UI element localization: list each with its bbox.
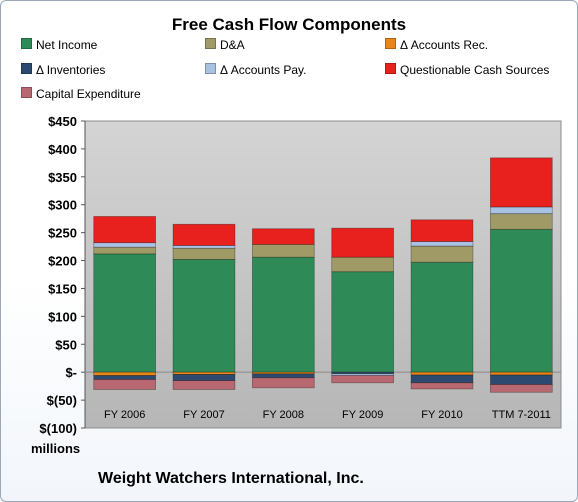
y-tick-label: $350: [48, 170, 77, 185]
bar-segment: [410, 219, 474, 242]
bar-segment: [172, 247, 236, 260]
legend-label: Net Income: [36, 38, 98, 52]
bar-segment: [410, 261, 474, 373]
bar-segment: [251, 256, 315, 373]
legend-label: Questionable Cash Sources: [400, 63, 550, 77]
bar-segment: [331, 375, 395, 384]
legend-label: Δ Accounts Pay.: [220, 63, 307, 77]
bar-segment: [172, 374, 236, 381]
bar-segment: [93, 216, 157, 244]
bar-segment: [172, 259, 236, 373]
bar-segment: [93, 379, 157, 390]
legend-swatch: [21, 63, 32, 74]
bar-segment: [410, 241, 474, 247]
x-tick-label: FY 2008: [263, 409, 304, 421]
bar-segment: [410, 382, 474, 390]
y-tick-label: $450: [48, 114, 77, 129]
legend-item: Δ Inventories: [21, 63, 105, 77]
legend-swatch: [21, 87, 32, 98]
bar-segment: [172, 245, 236, 249]
legend-label: Δ Inventories: [36, 63, 106, 77]
y-tick-label: $(100): [39, 421, 77, 436]
bar-segment: [93, 242, 157, 248]
bar-segment: [489, 228, 553, 373]
legend-item: Δ Accounts Pay.: [205, 63, 307, 77]
y-tick-label: $400: [48, 142, 77, 157]
bar-segment: [251, 228, 315, 245]
legend-label: D&A: [220, 38, 245, 52]
legend-label: Capital Expenditure: [36, 87, 141, 101]
bar-segment: [489, 384, 553, 393]
legend-item: Net Income: [21, 38, 97, 52]
bar-segment: [489, 206, 553, 215]
y-tick-label: $250: [48, 226, 77, 241]
y-tick-label: $150: [48, 281, 77, 296]
bar-segment: [410, 374, 474, 384]
bar-segment: [489, 213, 553, 230]
bar-segment: [93, 246, 157, 255]
legend-swatch: [205, 63, 216, 74]
y-tick-label: $100: [48, 309, 77, 324]
x-tick-label: FY 2009: [342, 409, 383, 421]
legend-swatch: [385, 38, 396, 49]
bar-segment: [410, 245, 474, 263]
legend-swatch: [385, 63, 396, 74]
x-tick-label: FY 2007: [183, 409, 224, 421]
company-name: Weight Watchers International, Inc.: [98, 470, 364, 487]
bar-segment: [93, 371, 157, 376]
bar-segment: [331, 256, 395, 273]
bar-segment: [251, 243, 315, 258]
units-label: millions: [31, 441, 81, 456]
bar-segment: [410, 371, 474, 376]
legend-swatch: [21, 38, 32, 49]
legend-item: Capital Expenditure: [21, 87, 141, 101]
legend-swatch: [205, 38, 216, 49]
legend-item: Questionable Cash Sources: [385, 63, 549, 77]
bar-segment: [489, 371, 553, 376]
legend-label: Δ Accounts Rec.: [400, 38, 489, 52]
bar-segment: [489, 157, 553, 208]
plot-area: [84, 120, 562, 429]
bar-segment: [251, 377, 315, 389]
y-tick-label: $200: [48, 254, 77, 269]
chart-title: Free Cash Flow Components: [171, 15, 407, 34]
legend-item: Δ Accounts Rec.: [385, 38, 488, 52]
legend-item: D&A: [205, 38, 245, 52]
y-tick-label: $(50): [47, 393, 77, 408]
bar-segment: [93, 375, 157, 380]
y-tick-label: $50: [55, 337, 77, 352]
bar-segment: [93, 253, 157, 373]
bar-segment: [331, 271, 395, 373]
bar-segment: [331, 227, 395, 258]
x-tick-label: FY 2010: [421, 409, 462, 421]
x-tick-label: TTM 7-2011: [492, 409, 551, 421]
y-tick-label: $300: [48, 198, 77, 213]
bar-segment: [172, 223, 236, 246]
bar-segment: [489, 374, 553, 385]
x-tick-label: FY 2006: [104, 409, 145, 421]
bar-segment: [251, 373, 315, 379]
y-tick-label: $-: [65, 365, 77, 380]
bar-segment: [172, 380, 236, 390]
